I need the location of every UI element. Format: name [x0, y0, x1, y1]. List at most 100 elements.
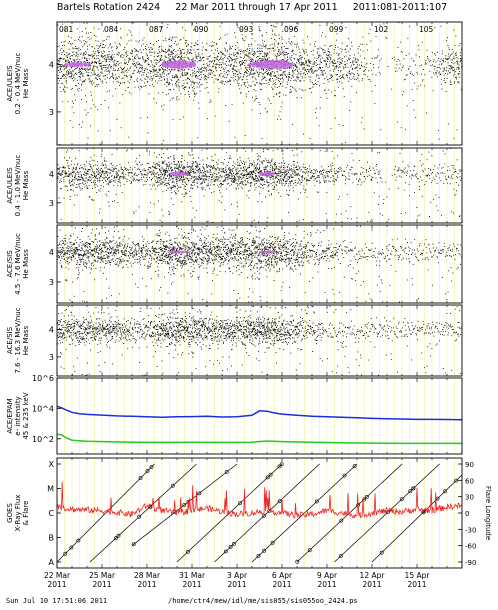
data-point: [81, 36, 83, 37]
data-point: [77, 82, 79, 84]
data-point: [393, 56, 395, 58]
data-point: [204, 181, 206, 183]
data-point: [259, 171, 260, 173]
data-point: [361, 117, 363, 119]
data-point: [198, 52, 199, 54]
data-point: [314, 61, 315, 63]
data-point: [318, 125, 320, 127]
data-point: [205, 49, 207, 51]
data-point: [135, 49, 137, 51]
data-point: [232, 71, 233, 73]
data-point: [72, 75, 74, 77]
data-point: [321, 71, 323, 73]
data-point: [64, 45, 66, 47]
data-point: [248, 197, 250, 199]
data-point: [213, 70, 214, 72]
data-point: [311, 15, 312, 16]
data-point: [167, 183, 169, 184]
data-point: [193, 170, 195, 172]
data-point: [152, 177, 154, 179]
data-point: [119, 36, 121, 38]
data-point: [110, 59, 112, 61]
data-point: [237, 51, 239, 53]
data-point: [95, 164, 97, 166]
data-point: [261, 162, 263, 164]
data-point: [222, 168, 224, 170]
data-point: [224, 177, 226, 179]
data-point: [102, 30, 104, 32]
data-point: [279, 69, 281, 71]
data-point: [111, 46, 113, 48]
data-point: [411, 57, 413, 59]
data-point: [301, 89, 303, 91]
data-point: [122, 94, 124, 96]
data-point: [349, 77, 350, 79]
data-point: [225, 105, 227, 106]
data-point: [327, 67, 329, 68]
data-point: [57, 168, 59, 170]
data-point: [259, 171, 261, 172]
data-point: [58, 70, 59, 72]
data-point: [231, 181, 233, 182]
data-point: [262, 68, 264, 70]
data-point: [124, 74, 126, 76]
data-point: [184, 178, 186, 180]
data-point: [161, 157, 162, 158]
data-point: [256, 163, 258, 165]
data-point: [57, 75, 59, 77]
data-point: [453, 71, 455, 73]
data-point: [171, 38, 173, 40]
data-point: [354, 54, 355, 56]
data-point: [137, 41, 139, 43]
data-point: [171, 170, 172, 172]
data-point: [70, 184, 72, 186]
data-point: [112, 60, 114, 62]
data-point: [308, 71, 309, 72]
data-point: [235, 182, 237, 184]
data-point: [164, 160, 166, 162]
data-point: [179, 179, 181, 181]
data-point: [233, 64, 235, 66]
data-point: [184, 59, 186, 61]
data-point: [426, 112, 427, 114]
data-point: [75, 55, 77, 56]
data-point: [338, 123, 340, 125]
data-point: [233, 177, 235, 179]
data-point: [185, 177, 187, 179]
data-point: [116, 118, 118, 120]
data-point: [95, 51, 97, 53]
data-point: [416, 71, 418, 73]
data-point: [107, 70, 109, 72]
data-point: [252, 171, 254, 172]
data-point: [82, 177, 84, 179]
data-point: [282, 58, 283, 60]
data-point: [90, 55, 92, 57]
data-point: [93, 70, 95, 72]
data-point: [157, 177, 159, 179]
data-point: [252, 33, 254, 35]
data-point: [70, 37, 72, 39]
data-point: [186, 178, 188, 180]
data-point: [269, 177, 271, 179]
data-point: [150, 76, 152, 78]
data-point: [249, 48, 251, 49]
data-point: [264, 56, 265, 58]
data-point: [166, 81, 168, 83]
data-point: [270, 74, 272, 76]
data-point: [234, 65, 235, 67]
data-point: [169, 49, 170, 51]
data-point: [124, 62, 126, 64]
data-point: [118, 52, 120, 54]
data-point: [240, 68, 242, 70]
data-point: [199, 68, 201, 70]
data-point: [149, 48, 150, 50]
data-point: [125, 167, 127, 169]
data-point: [82, 46, 84, 48]
data-point: [284, 57, 286, 59]
data-point: [105, 45, 106, 47]
data-point: [455, 54, 457, 56]
data-point: [262, 73, 264, 74]
data-point: [183, 188, 185, 190]
data-point: [147, 173, 149, 175]
data-point: [106, 171, 108, 173]
